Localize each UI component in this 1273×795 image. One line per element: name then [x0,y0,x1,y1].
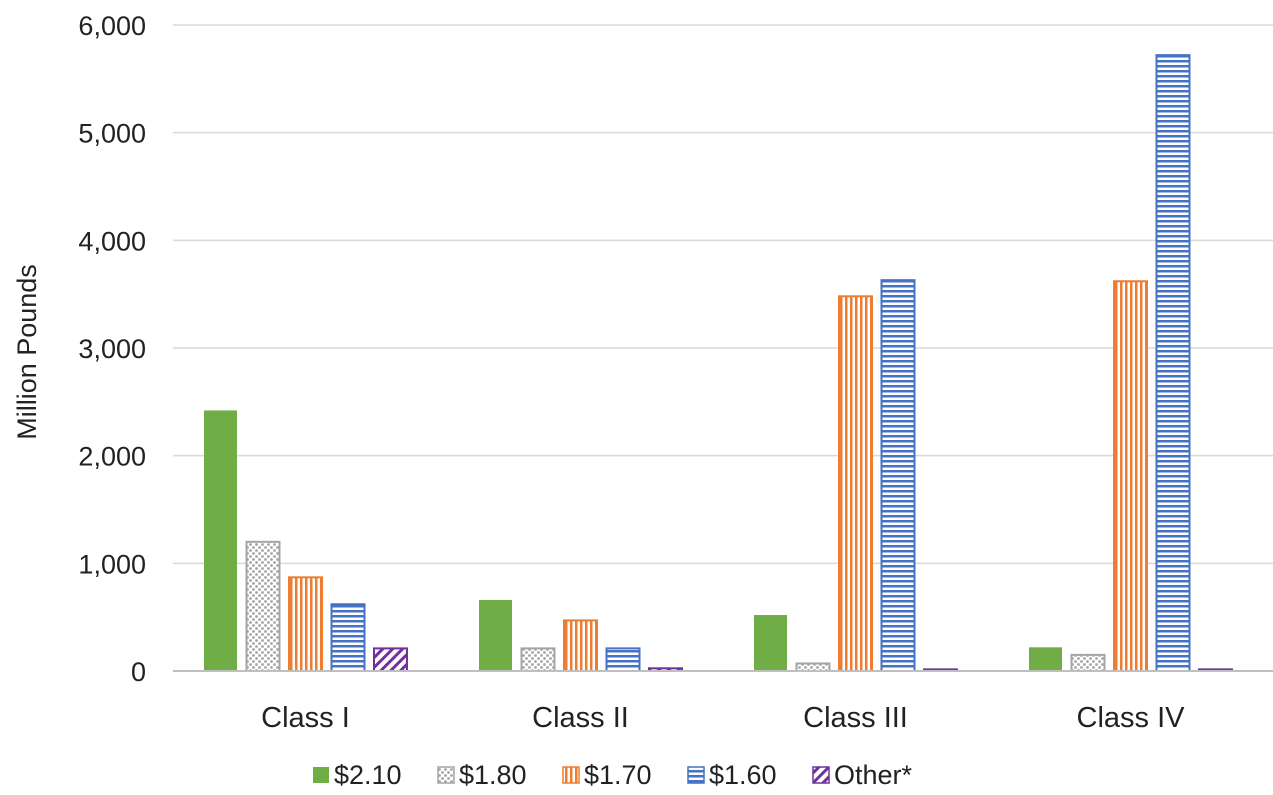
category-labels: Class I Class II Class III Class IV [261,702,1185,734]
bar-210-2 [479,599,512,671]
x-category-label: Class I [261,702,350,734]
y-tick-label: 6,000 [78,11,146,41]
bar-180-1 [245,540,281,672]
legend-label: $2.10 [334,760,402,790]
bar-170-1 [288,576,323,673]
x-category-label: Class IV [1077,702,1186,734]
y-tick-label: 2,000 [78,442,146,472]
x-category-label: Class II [532,702,629,734]
legend-swatch [562,766,580,784]
bar-180-4 [1070,653,1106,672]
bar-210-1 [204,410,237,671]
y-tick-label: 4,000 [78,226,146,256]
bar-other-1 [373,647,408,673]
legend-swatch [687,766,705,784]
legend-label: $1.80 [459,760,527,790]
y-axis-title: Million Pounds [12,264,42,440]
y-tick-label: 0 [131,657,146,687]
legend-swatch [437,766,455,784]
gridlines [173,24,1273,565]
bar-160-3 [880,279,916,672]
bar-160-2 [605,647,641,673]
bars [204,54,1233,673]
bar-180-2 [520,647,556,673]
legend-swatch [812,766,830,784]
bar-170-2 [563,619,598,672]
y-tick-label: 5,000 [78,119,146,149]
bar-160-1 [330,603,366,672]
bar-170-3 [838,295,873,672]
bar-170-4 [1113,280,1148,672]
legend-label: $1.70 [584,760,652,790]
bar-210-4 [1029,647,1062,671]
legend-label: Other* [834,760,913,790]
x-category-label: Class III [803,702,908,734]
legend-swatch [313,767,329,783]
y-tick-label: 3,000 [78,334,146,364]
y-axis-ticks: 0 1,000 2,000 3,000 4,000 5,000 6,000 [78,11,146,687]
legend-label: $1.60 [709,760,777,790]
legend: $2.10 $1.80 $1.70 $1.60 Other* [313,760,913,790]
y-tick-label: 1,000 [78,549,146,579]
bar-210-3 [754,615,787,671]
bar-160-4 [1155,54,1191,672]
bar-180-3 [795,662,831,672]
